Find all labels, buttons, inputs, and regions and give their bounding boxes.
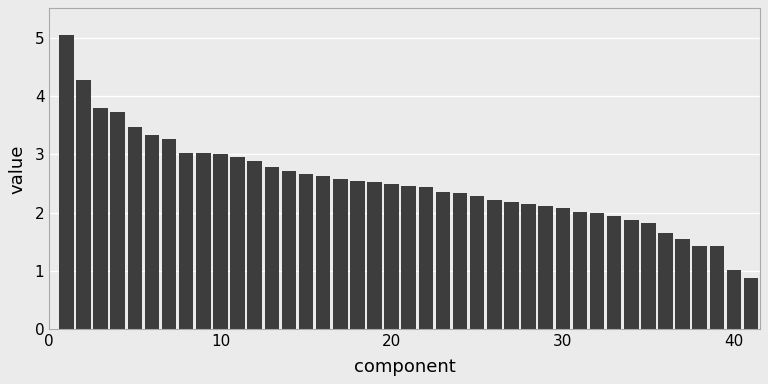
Bar — [144, 135, 159, 329]
Bar — [367, 182, 382, 329]
Bar — [59, 35, 74, 329]
Bar — [282, 170, 296, 329]
Bar — [179, 152, 194, 329]
Bar — [299, 174, 313, 329]
Bar — [710, 246, 724, 329]
Bar — [419, 187, 433, 329]
Bar — [573, 212, 588, 329]
Bar — [162, 139, 177, 329]
Bar — [658, 233, 673, 329]
Bar — [333, 179, 348, 329]
X-axis label: component: component — [353, 358, 455, 376]
Bar — [384, 184, 399, 329]
Bar — [641, 223, 656, 329]
Bar — [214, 154, 228, 329]
Bar — [624, 220, 638, 329]
Bar — [504, 202, 518, 329]
Bar — [196, 152, 210, 329]
Bar — [111, 112, 125, 329]
Bar — [264, 167, 279, 329]
Bar — [521, 204, 536, 329]
Bar — [453, 194, 468, 329]
Bar — [607, 215, 621, 329]
Bar — [555, 208, 570, 329]
Y-axis label: value: value — [8, 144, 26, 194]
Bar — [727, 270, 741, 329]
Bar — [127, 127, 142, 329]
Bar — [247, 161, 262, 329]
Bar — [538, 206, 553, 329]
Bar — [230, 157, 245, 329]
Bar — [744, 278, 758, 329]
Bar — [316, 177, 330, 329]
Bar — [350, 180, 365, 329]
Bar — [402, 186, 416, 329]
Bar — [470, 196, 485, 329]
Bar — [675, 239, 690, 329]
Bar — [76, 79, 91, 329]
Bar — [94, 108, 108, 329]
Bar — [590, 213, 604, 329]
Bar — [487, 200, 502, 329]
Bar — [693, 246, 707, 329]
Bar — [435, 192, 450, 329]
